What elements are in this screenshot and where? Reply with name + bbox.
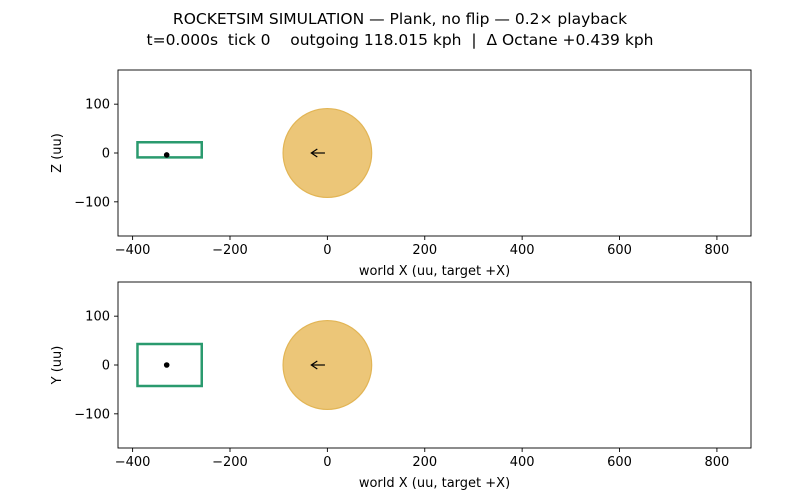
car-center-marker — [163, 152, 170, 158]
y-tick-label: −100 — [74, 407, 110, 422]
x-tick-label: 600 — [607, 243, 632, 258]
y-tick-label: 100 — [85, 310, 110, 325]
x-tick-label: 200 — [412, 455, 437, 470]
x-axis-label: world X (uu, target +X) — [359, 264, 510, 279]
x-tick-label: 800 — [705, 455, 730, 470]
x-axis-label: world X (uu, target +X) — [359, 476, 510, 491]
car-hitbox — [136, 141, 204, 159]
x-tick-label: 200 — [412, 243, 437, 258]
car-hitbox — [136, 342, 204, 388]
ball-circle — [282, 319, 373, 411]
velocity-arrow-head — [310, 360, 318, 370]
y-tick-label: 0 — [102, 359, 110, 374]
x-tick-label: −200 — [212, 243, 248, 258]
ball-circle — [282, 107, 373, 199]
car-center-marker — [163, 362, 170, 368]
plot-area — [136, 107, 373, 199]
y-tick-label: 100 — [85, 98, 110, 113]
y-tick-label: −100 — [74, 195, 110, 210]
x-tick-label: −400 — [115, 243, 151, 258]
x-tick-label: 800 — [705, 243, 730, 258]
velocity-arrow-head — [310, 148, 318, 158]
y-axis-label: Y (uu) — [50, 346, 65, 386]
x-tick-label: 0 — [323, 455, 331, 470]
x-tick-label: 0 — [323, 243, 331, 258]
x-tick-label: −400 — [115, 455, 151, 470]
x-tick-label: 400 — [510, 243, 535, 258]
plot-area — [136, 319, 373, 411]
x-tick-label: 600 — [607, 455, 632, 470]
axes-frame — [117, 69, 752, 237]
y-axis-label: Z (uu) — [50, 133, 65, 173]
y-tick-label: 0 — [102, 147, 110, 162]
chart-title-line-1: ROCKETSIM SIMULATION — Plank, no flip — … — [172, 10, 628, 28]
x-tick-label: −200 — [212, 455, 248, 470]
chart-title-line-2: t=0.000s tick 0 outgoing 118.015 kph | Δ… — [146, 31, 654, 49]
x-tick-label: 400 — [510, 455, 535, 470]
axes-frame — [117, 281, 752, 449]
